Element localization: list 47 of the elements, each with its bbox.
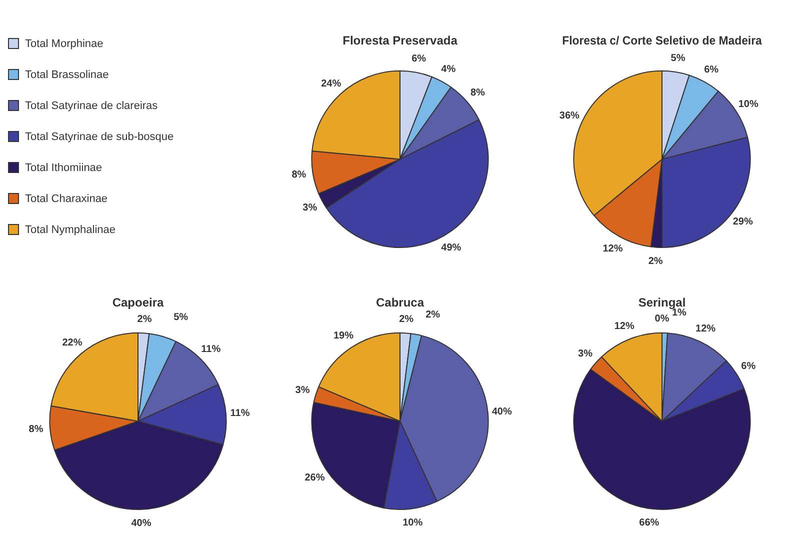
chart-title: Capoeira [112, 296, 164, 310]
chart-title: Floresta Preservada [342, 34, 458, 48]
data-label: 26% [304, 472, 325, 484]
data-label: 2% [399, 314, 414, 325]
data-label: 8% [470, 87, 486, 98]
data-label: 6% [704, 64, 719, 76]
data-label: 36% [559, 110, 580, 122]
chart-title: Seringal [638, 296, 686, 310]
legend-label: Total Satyrinae de sub-bosque [25, 130, 174, 142]
data-label: 8% [292, 170, 306, 181]
data-label: 6% [741, 361, 756, 372]
legend-label: Total Brassolinae [25, 68, 109, 80]
data-label: 40% [131, 518, 152, 530]
legend-label: Total Nymphalinae [25, 224, 116, 236]
data-label: 66% [639, 517, 660, 528]
legend-label: Total Ithomiinae [25, 162, 102, 174]
data-label: 11% [230, 408, 250, 419]
data-label: 29% [732, 216, 753, 228]
chart-title: Floresta c/ Corte Seletivo de Madeira [562, 34, 762, 48]
data-label: 49% [441, 242, 462, 254]
data-label: 4% [441, 64, 456, 75]
data-label: 5% [670, 52, 686, 64]
data-label: 10% [402, 517, 423, 528]
data-label: 3% [295, 384, 310, 396]
data-label: 2% [648, 256, 663, 268]
data-label: 6% [412, 53, 426, 64]
legend-label: Total Morphinae [25, 38, 104, 50]
data-label: 11% [201, 344, 221, 356]
data-label: 40% [492, 406, 512, 418]
text: 0% [654, 314, 670, 325]
data-label: 19% [333, 330, 354, 342]
data-label: 3% [302, 202, 318, 214]
data-label: 2% [137, 314, 152, 325]
data-label: 24% [321, 78, 342, 90]
data-label: 22% [62, 338, 82, 349]
data-label: 12% [602, 244, 623, 255]
legend-label: Total Satyrinae de clareiras [25, 100, 158, 112]
data-label: 12% [614, 320, 634, 332]
data-label: 3% [578, 348, 593, 360]
legend-label: Total Charaxinae [25, 192, 108, 204]
data-label: 10% [738, 99, 758, 110]
data-label: 12% [696, 323, 716, 334]
data-label: 8% [28, 424, 44, 436]
data-label: 2% [426, 309, 440, 320]
data-label: 5% [174, 312, 188, 323]
data-label: 1% [672, 308, 687, 319]
chart-title: Cabruca [376, 296, 424, 310]
